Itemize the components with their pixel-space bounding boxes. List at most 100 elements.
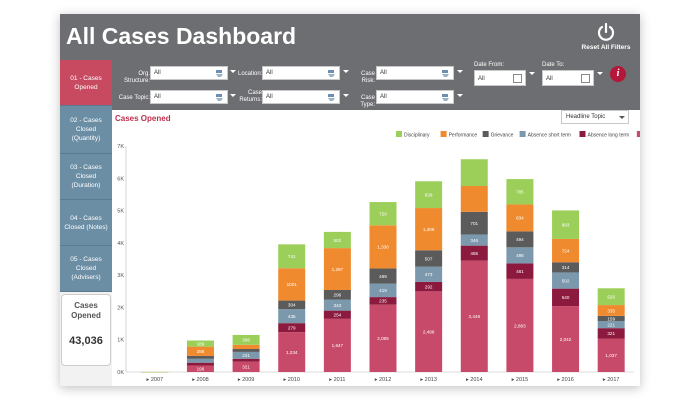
tab-label-line: 05 - Cases xyxy=(70,256,102,263)
y-tick-label: 7K xyxy=(117,144,124,150)
data-label: 159 xyxy=(607,316,615,321)
date-from-value: All xyxy=(478,76,485,82)
y-tick-label: 6K xyxy=(117,176,124,182)
date-to-field[interactable]: All xyxy=(542,70,594,86)
data-label: 3,449 xyxy=(469,314,481,319)
bar-segment xyxy=(597,288,625,306)
date-to-value: All xyxy=(546,76,553,82)
filter-label-case-type: Case Type: xyxy=(360,95,375,108)
data-label: 494 xyxy=(516,237,524,242)
chevron-down-icon[interactable] xyxy=(457,70,463,73)
filter-eraser-icon xyxy=(442,70,449,77)
bar-segment xyxy=(506,247,534,264)
filter-org-structure[interactable]: All xyxy=(150,66,228,80)
dropdown-value: Headline Topic xyxy=(566,114,606,120)
y-tick-label: 2K xyxy=(117,305,124,311)
filter-label-case-risk: Case Risk: xyxy=(360,71,375,84)
filter-value: All xyxy=(380,70,387,76)
legend-swatch xyxy=(579,131,586,137)
tab-cases-opened[interactable]: 01 - Cases Opened xyxy=(60,60,112,106)
cases-opened-card: Cases Opened 43,036 xyxy=(61,294,111,366)
bar-segment xyxy=(278,268,306,301)
bar-segment xyxy=(415,291,443,372)
bar-segment xyxy=(506,231,534,248)
data-label: 189 xyxy=(197,341,205,346)
reset-all-filters-button[interactable]: Reset All Filters xyxy=(578,22,634,51)
x-tick-label: ▸ 2009 xyxy=(238,377,255,383)
data-label: 1001 xyxy=(287,282,298,287)
filter-eraser-icon xyxy=(216,94,223,101)
chevron-down-icon[interactable] xyxy=(230,70,236,73)
bar-segment xyxy=(552,306,580,372)
data-label: 314 xyxy=(562,265,570,270)
chevron-down-icon[interactable] xyxy=(343,70,349,73)
date-from-field[interactable]: All xyxy=(474,70,526,86)
info-icon[interactable]: i xyxy=(610,66,626,82)
filter-label-case-topic: Case Topic: xyxy=(118,95,150,101)
tab-label-line: (Quantity) xyxy=(71,135,101,142)
bar-segment xyxy=(186,346,214,356)
card-value: 43,036 xyxy=(69,335,103,347)
cases-opened-chart: 0K 1K 2K 3K 4K 5K 6K 7K Disciplinary Performance G… xyxy=(117,131,640,383)
data-label: 343 xyxy=(334,303,342,308)
filter-case-type[interactable]: All xyxy=(376,90,454,104)
filter-case-returns[interactable]: All xyxy=(262,90,340,104)
chevron-down-icon xyxy=(619,116,625,119)
chevron-down-icon[interactable] xyxy=(597,72,603,75)
bar-segment xyxy=(278,309,306,324)
bar-segment xyxy=(552,238,580,263)
bar-segment xyxy=(186,355,214,359)
legend-label: Disciplinary xyxy=(404,133,430,139)
data-label: 481 xyxy=(516,269,524,274)
bar-segment xyxy=(597,305,625,316)
bar-segment xyxy=(460,260,488,372)
bar-segment xyxy=(141,371,169,373)
tab-cases-closed-advisers[interactable]: 05 - Cases Closed (Advisers) xyxy=(60,246,112,292)
data-label: 321 xyxy=(242,365,250,370)
bar-segment xyxy=(323,289,351,300)
filter-label-location: Location: xyxy=(238,71,263,77)
bar-segment xyxy=(460,234,488,246)
filter-case-risk[interactable]: All xyxy=(376,66,454,80)
chevron-down-icon[interactable] xyxy=(457,94,463,97)
bar-segment xyxy=(369,304,397,372)
data-label: 292 xyxy=(425,284,433,289)
data-label: 346 xyxy=(470,238,478,243)
legend-label: Absence short term xyxy=(528,133,571,139)
data-label: 701 xyxy=(470,221,478,226)
x-tick-label: ▸ 2010 xyxy=(283,377,300,383)
legend-label: Grievance xyxy=(491,133,514,139)
bar-segment xyxy=(460,245,488,261)
data-label: 304 xyxy=(288,303,296,308)
data-label: 2,042 xyxy=(560,337,572,342)
tab-cases-closed-quantity[interactable]: 02 - Cases Closed (Quantity) xyxy=(60,106,112,154)
page-title: All Cases Dashboard xyxy=(66,23,297,49)
filter-location[interactable]: All xyxy=(262,66,340,80)
tab-label-line: (Advisers) xyxy=(71,274,101,281)
chevron-down-icon[interactable] xyxy=(529,72,535,75)
data-label: 473 xyxy=(425,272,433,277)
tab-label-line: 01 - Cases xyxy=(70,74,102,82)
x-tick-label: ▸ 2016 xyxy=(557,377,574,383)
bar-segment xyxy=(506,278,534,372)
tab-cases-closed-duration[interactable]: 03 - Cases Closed (Duration) xyxy=(60,154,112,200)
data-label: 465 xyxy=(470,251,478,256)
card-label-line: Cases xyxy=(74,301,98,310)
tab-cases-closed-notes[interactable]: 04 - Cases Closed (Notes) xyxy=(60,200,112,246)
bar-segment xyxy=(415,208,443,251)
filter-value: All xyxy=(380,94,387,100)
chevron-down-icon[interactable] xyxy=(230,94,236,97)
chart-title: Cases Opened xyxy=(115,114,171,123)
filter-case-topic[interactable]: All xyxy=(150,90,228,104)
headline-topic-dropdown[interactable]: Headline Topic xyxy=(561,110,629,124)
calendar-icon[interactable] xyxy=(513,74,522,83)
tab-label-line: 04 - Cases xyxy=(70,214,102,222)
bar-segment xyxy=(186,365,214,372)
data-label: 435 xyxy=(288,314,296,319)
bar-segment xyxy=(186,340,214,347)
bar-segment xyxy=(369,225,397,269)
legend-swatch xyxy=(396,131,402,137)
calendar-icon[interactable] xyxy=(581,74,590,83)
y-tick-label: 0K xyxy=(117,370,124,376)
chevron-down-icon[interactable] xyxy=(343,94,349,97)
